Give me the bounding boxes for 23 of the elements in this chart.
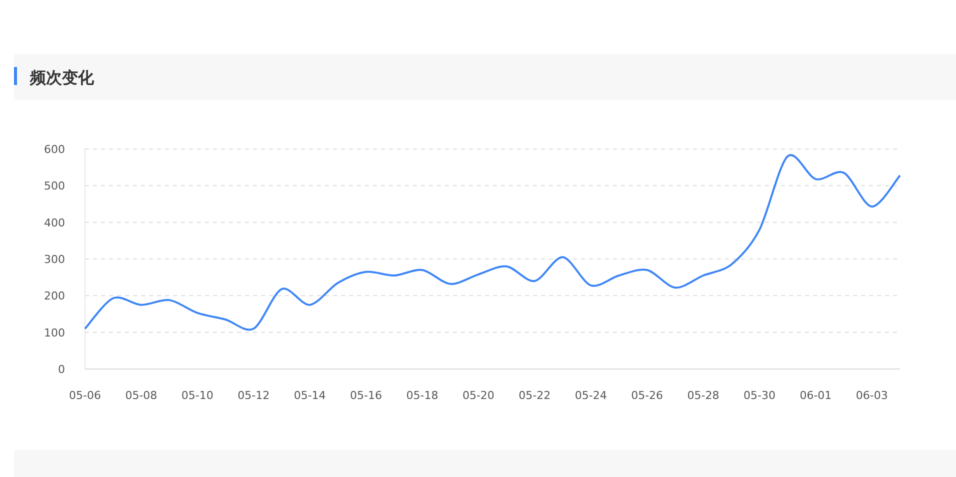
x-tick-label: 05-28 (687, 389, 720, 402)
x-tick-label: 05-06 (69, 389, 101, 402)
x-tick-label: 05-14 (294, 389, 326, 402)
x-tick-label: 05-12 (238, 389, 270, 402)
chart-title: 频次变化 (29, 68, 95, 87)
x-tick-label: 05-16 (350, 389, 382, 402)
y-tick-label: 200 (44, 290, 65, 303)
x-tick-label: 05-10 (181, 389, 214, 402)
x-tick-label: 05-20 (462, 389, 494, 402)
x-tick-label: 05-24 (574, 389, 607, 402)
x-tick-label: 06-01 (800, 389, 832, 402)
x-tick-label: 06-03 (856, 389, 888, 402)
y-tick-label: 0 (58, 363, 65, 376)
y-tick-label: 100 (44, 326, 65, 340)
x-tick-label: 05-18 (406, 389, 438, 402)
x-tick-label: 05-30 (744, 389, 776, 402)
y-tick-label: 400 (44, 216, 65, 230)
x-tick-label: 05-26 (631, 389, 664, 402)
x-tick-label: 05-08 (125, 389, 158, 402)
y-tick-label: 500 (44, 180, 65, 193)
x-tick-label: 05-22 (518, 389, 551, 402)
y-tick-label: 300 (44, 253, 65, 266)
y-tick-label: 600 (44, 143, 65, 156)
